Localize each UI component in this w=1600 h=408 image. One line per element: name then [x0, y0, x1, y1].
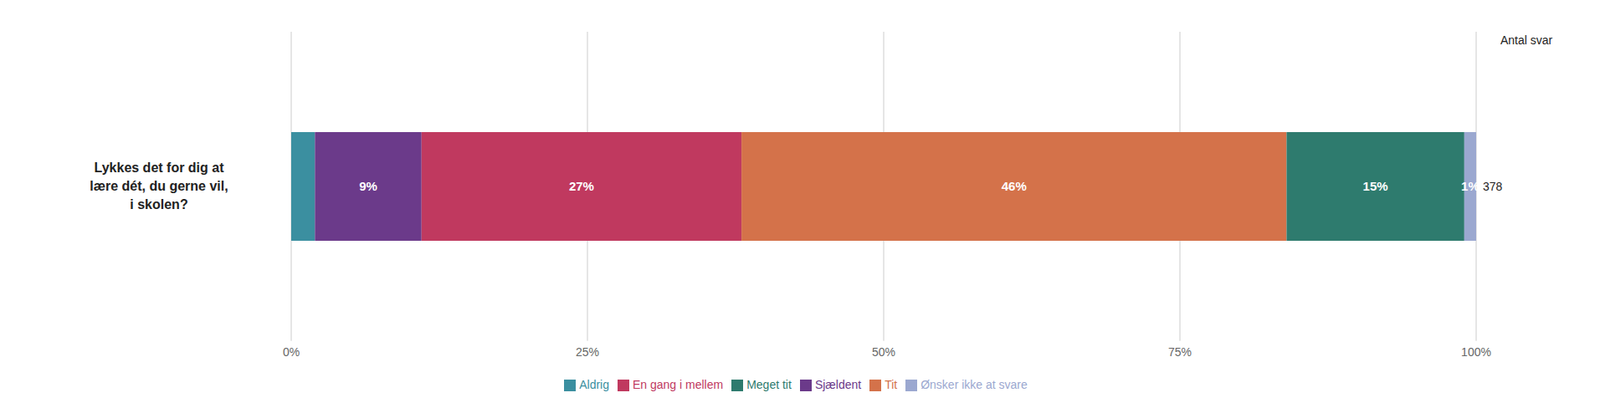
- svg-text:100%: 100%: [1461, 345, 1492, 359]
- html-text:Ønsker ikke at svare: Ønsker ikke at svare: [920, 377, 1028, 392]
- svg-text:46%: 46%: [1001, 179, 1027, 194]
- svg-text:9%: 9%: [358, 179, 378, 194]
- svg-text:Antal svar: Antal svar: [1500, 33, 1554, 47]
- html-text:Meget tit: Meget tit: [746, 377, 792, 392]
- svg-text:Lykkes det for dig atlære dét,: Lykkes det for dig atlære dét, du gerne …: [89, 160, 228, 212]
- svg-text:75%: 75%: [1168, 345, 1192, 359]
- svg-text:27%: 27%: [569, 179, 595, 194]
- html-text:Sjældent: Sjældent: [814, 377, 862, 392]
- svg-text:50%: 50%: [871, 345, 896, 359]
- svg-text:1%: 1%: [1461, 179, 1480, 194]
- svg-text:15%: 15%: [1363, 179, 1389, 194]
- html-text:Aldrig: Aldrig: [579, 377, 610, 392]
- html-text:Tit: Tit: [884, 377, 898, 392]
- svg-text:0%: 0%: [282, 345, 300, 359]
- svg-text:25%: 25%: [575, 345, 600, 359]
- svg-text:378: 378: [1482, 179, 1503, 194]
- html-text:En gang i mellem: En gang i mellem: [632, 377, 724, 392]
